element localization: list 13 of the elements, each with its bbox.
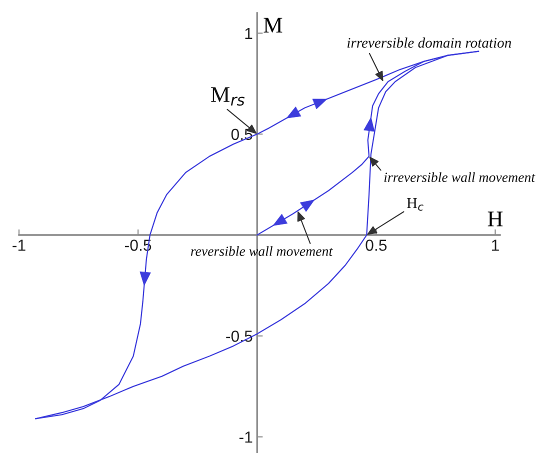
x-axis-title: H xyxy=(488,212,503,226)
annotation: irreversible wall movement xyxy=(384,172,536,182)
annotation: H$_{c}$ xyxy=(406,198,424,211)
annotation: M$_{rs}$ xyxy=(211,87,245,106)
annotation: reversible wall movement xyxy=(190,246,333,256)
annotation: irreversible domain rotation xyxy=(347,38,512,48)
y-tick-label: -0.5 xyxy=(226,330,252,342)
x-tick-label: -1 xyxy=(12,240,26,251)
y-tick-label: -1 xyxy=(239,432,252,443)
y-tick-label: 1 xyxy=(245,28,252,39)
x-tick-label: 1 xyxy=(492,240,499,251)
x-tick-label: 0.5 xyxy=(366,240,387,251)
y-axis-title: M xyxy=(264,18,282,32)
